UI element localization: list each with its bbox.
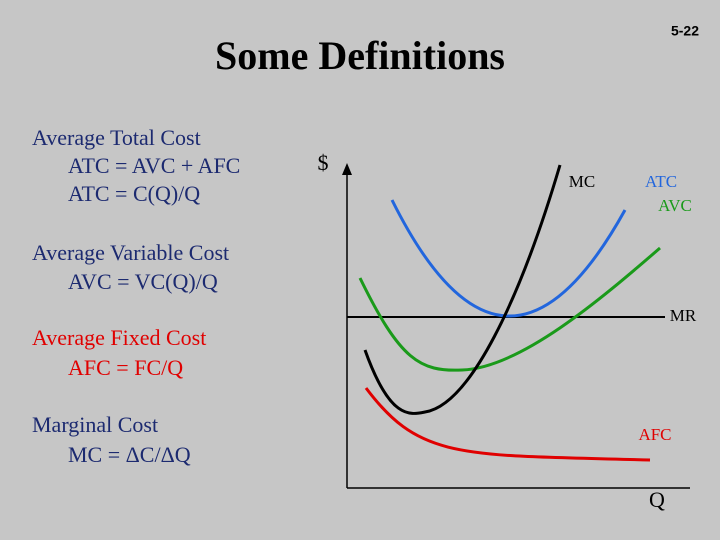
term: Average Total Cost	[32, 125, 201, 150]
formula: MC = ΔC/ΔQ	[68, 442, 191, 467]
term: Marginal Cost	[32, 412, 158, 437]
x-axis-label: Q	[649, 487, 665, 512]
page-number: 5-22	[671, 23, 699, 39]
term: Average Variable Cost	[32, 240, 229, 265]
formula: AFC = FC/Q	[68, 355, 183, 380]
afc-curve	[364, 387, 651, 462]
atc-label: ATC	[645, 172, 677, 191]
title: Some Definitions	[215, 33, 505, 78]
term: Average Fixed Cost	[32, 325, 206, 350]
formula: ATC = AVC + AFC	[68, 153, 240, 178]
diagram	[342, 163, 690, 489]
axis-arrow	[342, 163, 352, 175]
mc-curve	[363, 164, 562, 415]
formula: ATC = C(Q)/Q	[68, 181, 200, 206]
atc-curve	[390, 199, 627, 318]
afc-label: AFC	[638, 425, 671, 444]
formula: AVC = VC(Q)/Q	[68, 269, 218, 294]
y-axis-label: $	[318, 150, 329, 175]
mc-label: MC	[569, 172, 595, 191]
avc-curve	[358, 246, 661, 372]
mr-label: MR	[670, 306, 697, 325]
avc-label: AVC	[658, 196, 692, 215]
